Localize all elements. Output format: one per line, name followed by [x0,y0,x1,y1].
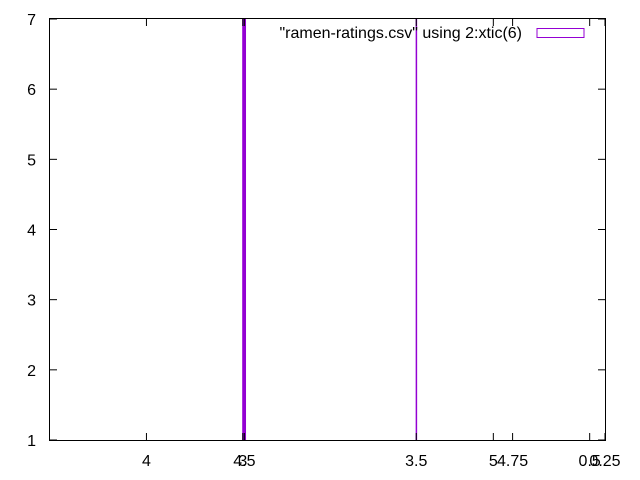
x-tick-label-7: 0.25 [589,453,620,470]
x-tick-label-2: 4.5 [233,453,255,470]
legend-label: "ramen-ratings.csv" using 2:xtic(6) [279,25,522,42]
x-tick-label-4: 5 [489,453,498,470]
y-tick-label-4: 5 [27,152,36,169]
x-tick-label-0: 4 [142,453,151,470]
x-tick-label-6: 0.5 [579,453,601,470]
legend: "ramen-ratings.csv" using 2:xtic(6) [279,25,585,42]
x-tick-label-1: 3 [238,453,247,470]
y-tick-label-1: 2 [27,363,36,380]
y-tick-label-2: 3 [27,293,36,310]
bar-5 [415,18,418,441]
bar-4 [244,18,247,441]
y-axis: 1 2 3 4 5 6 7 [27,12,605,450]
y-tick-label-0: 1 [27,433,36,450]
y-tick-label-6: 7 [27,12,36,29]
y-tick-label-5: 6 [27,82,36,99]
y-tick-label-3: 4 [27,223,36,240]
x-axis: 4 34.5 3.5 5 4.75 0.50.25 [142,19,621,470]
plot-area-border [49,18,606,441]
legend-swatch [536,28,585,38]
x-tick-label-3: 3.5 [405,453,427,470]
bar-series [242,18,418,441]
x-tick-label-5: 4.75 [497,453,528,470]
